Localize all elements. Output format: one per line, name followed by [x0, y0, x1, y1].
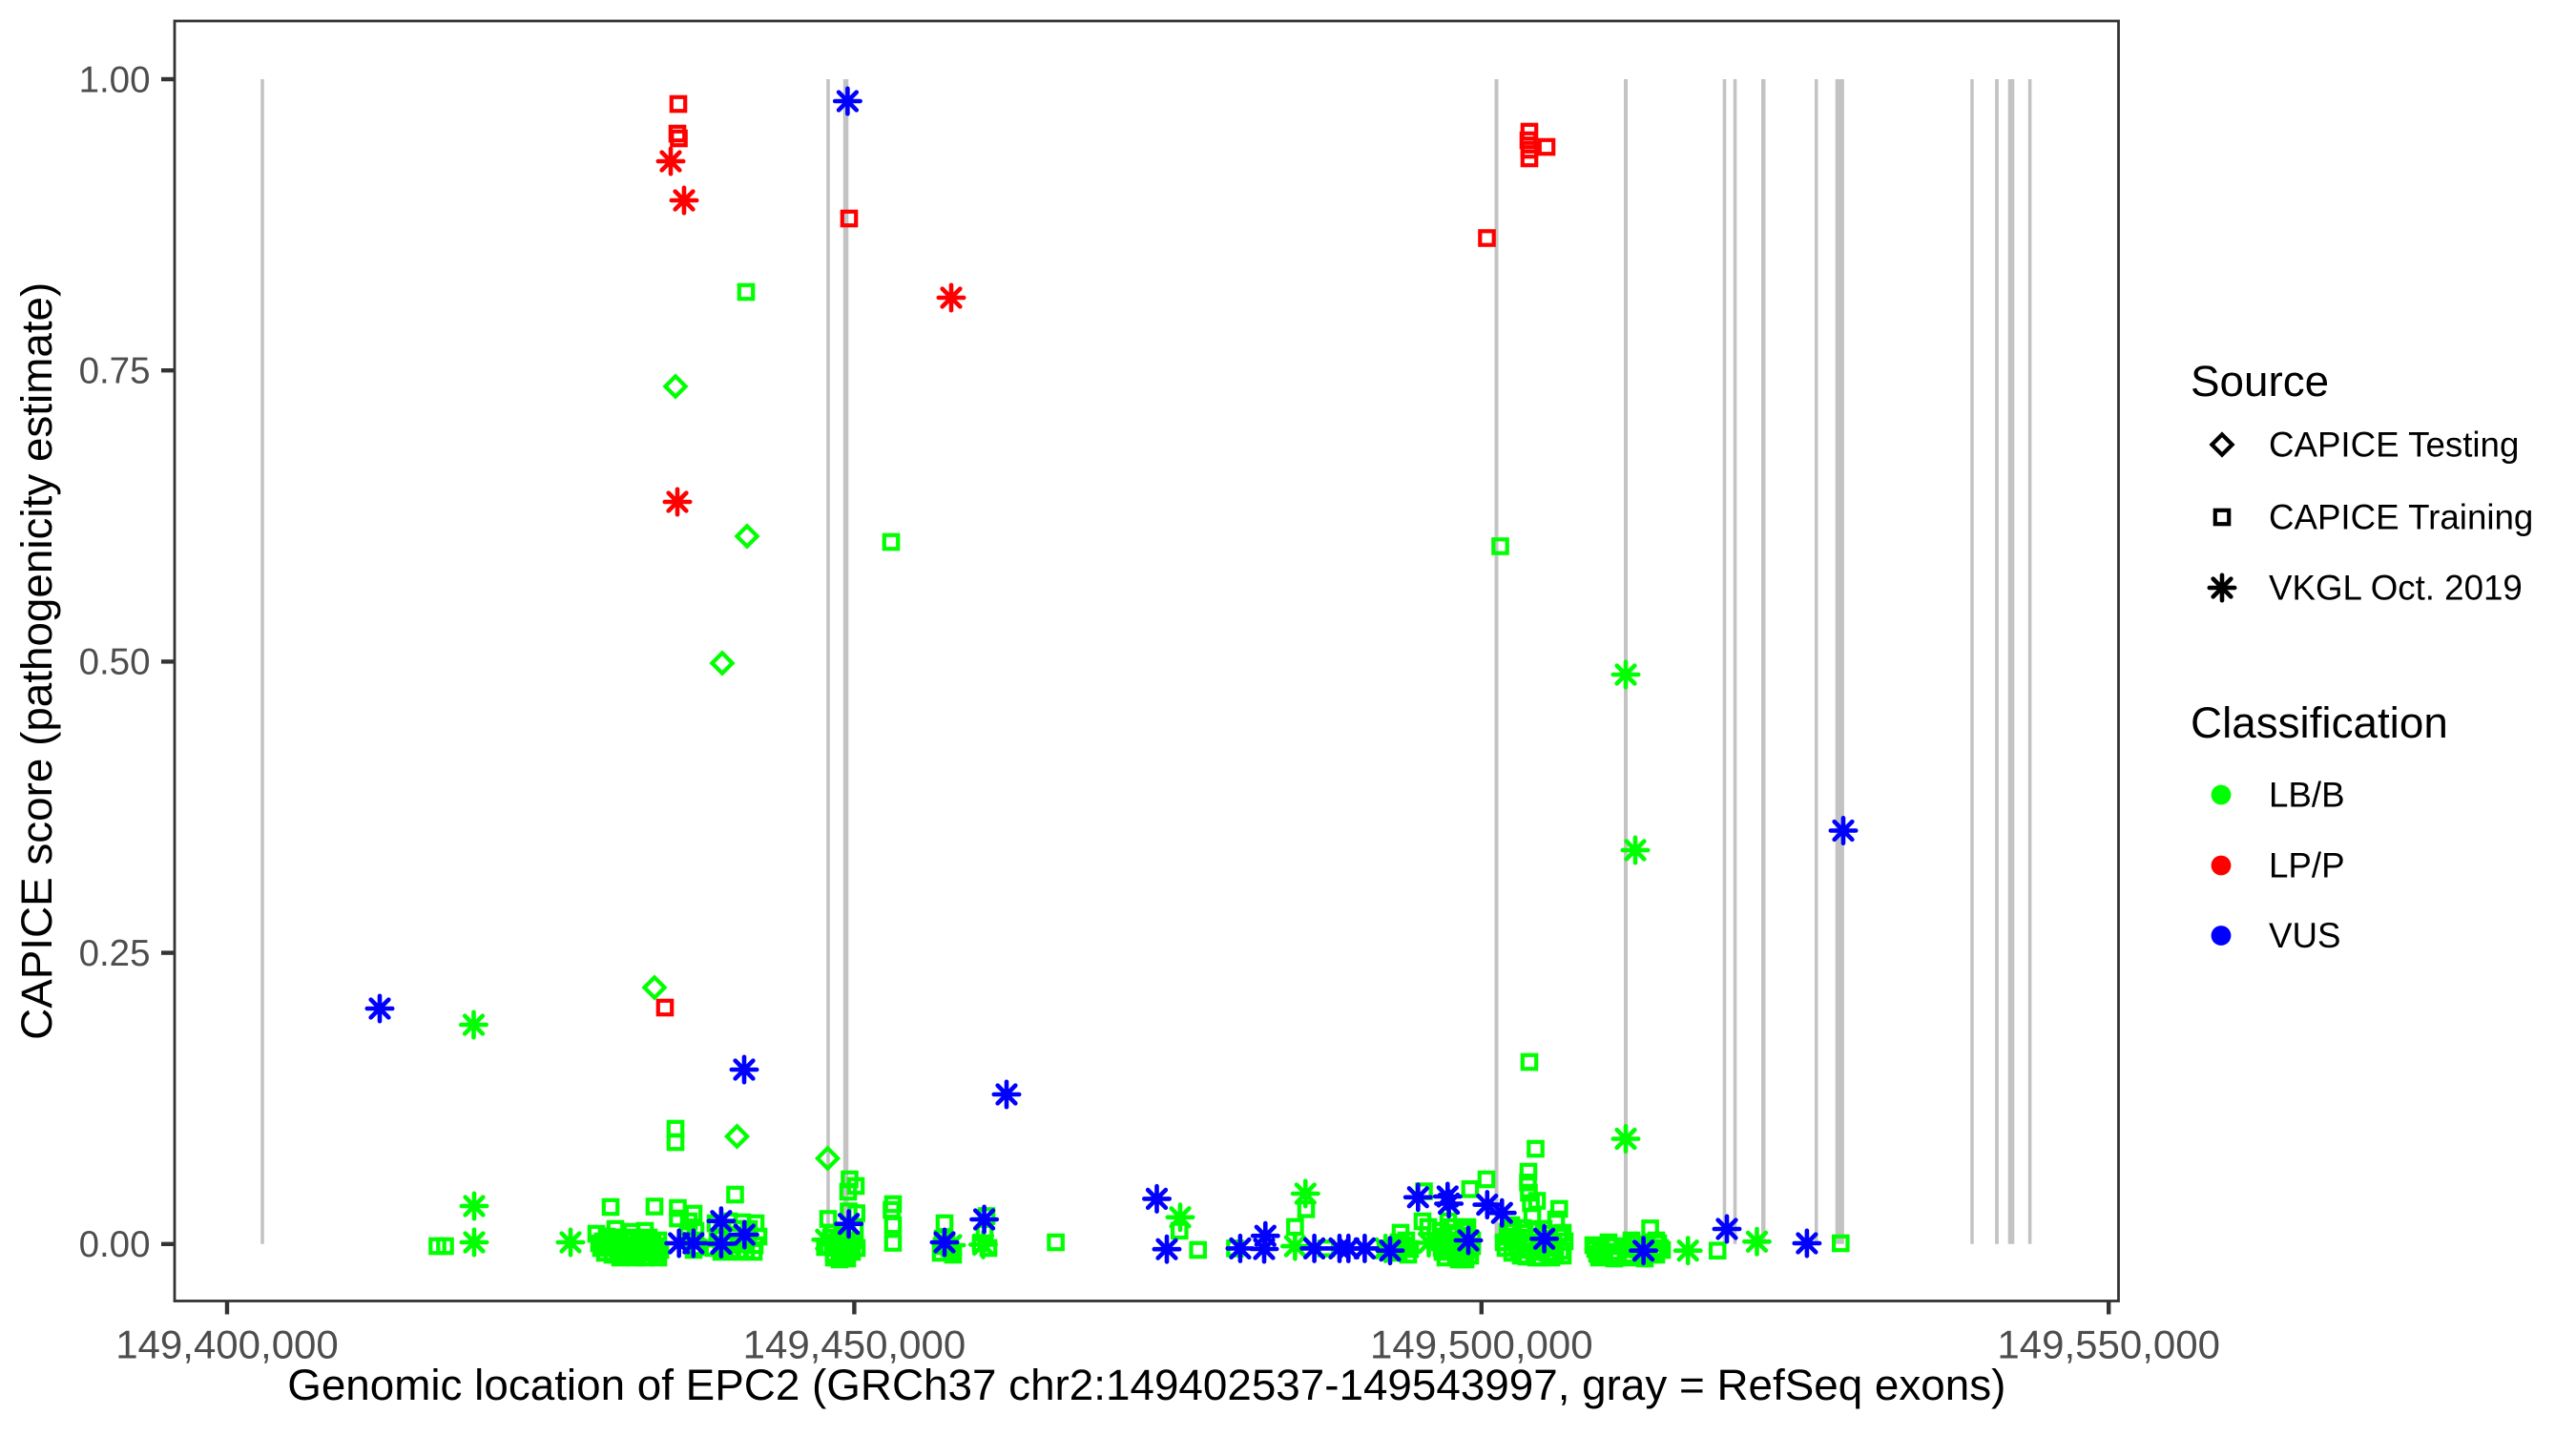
- svg-text:Source: Source: [2191, 357, 2329, 406]
- svg-text:Genomic location of EPC2 (GRCh: Genomic location of EPC2 (GRCh37 chr2:14…: [287, 1361, 2005, 1409]
- svg-text:149,500,000: 149,500,000: [1370, 1322, 1593, 1367]
- svg-text:149,450,000: 149,450,000: [743, 1322, 966, 1367]
- svg-text:0.25: 0.25: [79, 933, 151, 974]
- svg-text:LP/P: LP/P: [2269, 846, 2345, 885]
- svg-text:CAPICE score (pathogenicity es: CAPICE score (pathogenicity estimate): [12, 282, 61, 1040]
- svg-text:1.00: 1.00: [79, 59, 151, 100]
- svg-text:VKGL Oct. 2019: VKGL Oct. 2019: [2269, 569, 2523, 608]
- svg-text:VUS: VUS: [2269, 916, 2340, 955]
- svg-text:149,400,000: 149,400,000: [115, 1322, 339, 1367]
- svg-text:Classification: Classification: [2191, 698, 2448, 747]
- svg-text:CAPICE Testing: CAPICE Testing: [2269, 426, 2519, 465]
- svg-text:0.75: 0.75: [79, 351, 151, 392]
- svg-text:LB/B: LB/B: [2269, 776, 2345, 815]
- svg-text:0.50: 0.50: [79, 642, 151, 683]
- svg-text:0.00: 0.00: [79, 1224, 151, 1265]
- svg-text:149,550,000: 149,550,000: [1997, 1322, 2220, 1367]
- svg-text:CAPICE Training: CAPICE Training: [2269, 498, 2533, 537]
